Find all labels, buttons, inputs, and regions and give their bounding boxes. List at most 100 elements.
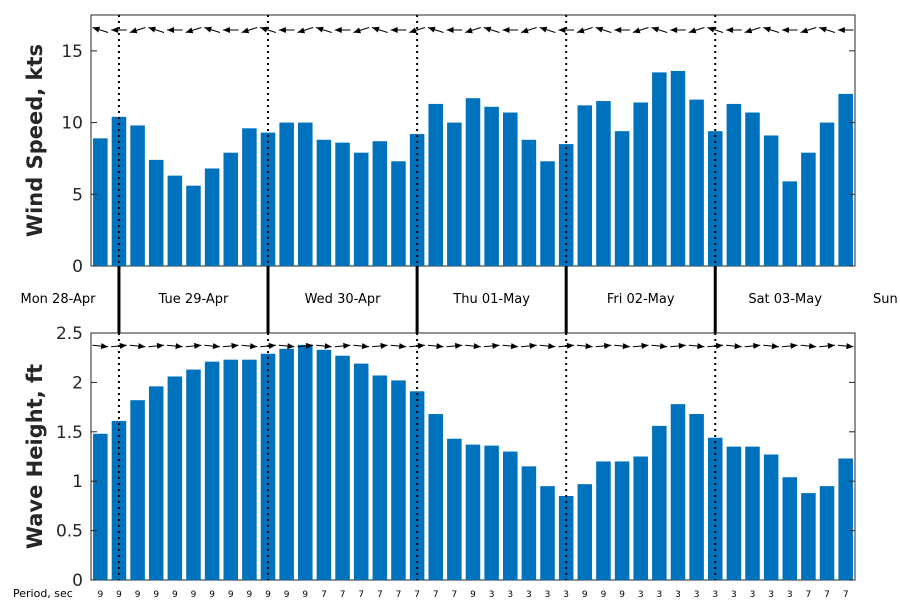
direction-arrow: [744, 342, 761, 349]
bar: [652, 425, 667, 580]
direction-arrow: [726, 27, 742, 33]
bar: [782, 477, 798, 580]
bar: [726, 103, 742, 267]
direction-arrow: [576, 27, 593, 34]
bar: [819, 122, 835, 266]
bar: [298, 344, 313, 580]
direction-arrow: [595, 26, 612, 33]
y-tick-label: 5: [72, 185, 83, 205]
direction-arrow: [185, 27, 202, 34]
period-value: 7: [377, 590, 383, 600]
bar: [204, 361, 220, 580]
bar: [707, 131, 723, 266]
period-value: 7: [358, 590, 364, 600]
y-axis-label: Wind Speed, kts: [23, 44, 47, 237]
bar: [335, 355, 350, 580]
direction-arrow: [371, 342, 388, 349]
y-tick-label: 1.5: [56, 423, 83, 443]
bar: [372, 141, 388, 266]
bar: [596, 461, 611, 580]
period-value: 7: [806, 590, 812, 600]
bar: [465, 444, 481, 580]
period-value: 3: [507, 590, 513, 600]
bar: [614, 461, 630, 580]
bar: [838, 93, 853, 266]
period-value: 9: [209, 590, 215, 600]
period-value: 9: [601, 590, 607, 600]
bar: [223, 359, 239, 580]
bar: [745, 112, 760, 266]
direction-arrow: [837, 343, 854, 350]
direction-arrow: [651, 343, 668, 350]
bar: [372, 375, 388, 580]
bar: [652, 72, 667, 267]
bar: [521, 466, 537, 580]
period-value: 9: [228, 590, 234, 600]
bar: [801, 152, 816, 266]
direction-arrow: [92, 343, 109, 350]
direction-arrow: [465, 343, 481, 350]
period-value: 3: [675, 590, 681, 600]
bar: [186, 185, 201, 266]
direction-arrow: [521, 342, 537, 349]
direction-arrow: [278, 27, 295, 33]
period-value: 3: [750, 590, 756, 600]
period-value: 9: [582, 590, 588, 600]
direction-arrow: [129, 27, 146, 34]
day-label: Tue 29-Apr: [158, 292, 229, 307]
direction-arrow: [502, 343, 519, 350]
period-value: 3: [712, 590, 718, 600]
bar: [279, 348, 294, 580]
bar: [689, 414, 704, 580]
bar: [801, 493, 816, 580]
period-row-label: Period, sec: [13, 587, 73, 600]
bar: [577, 105, 593, 266]
period-value: 3: [526, 590, 532, 600]
period-value: 9: [172, 590, 178, 600]
direction-arrow: [148, 342, 165, 349]
bar: [335, 142, 350, 266]
y-tick-label: 0.5: [56, 522, 83, 542]
period-value: 9: [97, 590, 103, 600]
bar: [148, 159, 164, 266]
direction-arrow: [819, 26, 836, 33]
y-tick-label: 2.5: [56, 324, 83, 344]
period-value: 9: [302, 590, 308, 600]
bar: [186, 369, 201, 580]
wind-speed-panel: 0 5 10 15 Wind Speed, kts: [23, 14, 856, 277]
bar: [409, 134, 425, 266]
period-value: 3: [731, 590, 737, 600]
bar: [782, 181, 798, 266]
direction-arrow: [614, 27, 630, 33]
direction-arrow: [297, 342, 314, 349]
day-label: Wed 30-Apr: [305, 292, 382, 307]
direction-arrow: [241, 27, 258, 34]
bar: [689, 99, 704, 267]
period-value: 3: [545, 590, 551, 600]
direction-arrow: [614, 343, 630, 350]
bar: [391, 161, 406, 266]
bar: [763, 454, 779, 580]
day-label: Fri 02-May: [607, 292, 675, 307]
bar: [763, 135, 779, 266]
direction-arrow: [427, 343, 444, 350]
period-value: 7: [452, 590, 458, 600]
bar: [353, 152, 369, 266]
period-value: 3: [638, 590, 644, 600]
direction-arrow: [465, 27, 481, 34]
direction-arrow: [707, 26, 724, 33]
bar: [726, 446, 742, 580]
direction-arrow: [390, 343, 407, 350]
bar: [670, 70, 686, 266]
bar: [484, 445, 499, 580]
direction-arrow: [371, 26, 388, 33]
period-value: 3: [563, 590, 569, 600]
direction-arrow: [744, 27, 761, 34]
direction-arrow: [446, 27, 463, 33]
bar: [633, 456, 648, 580]
bar: [447, 438, 462, 580]
period-value: 9: [135, 590, 141, 600]
bar: [130, 125, 145, 266]
